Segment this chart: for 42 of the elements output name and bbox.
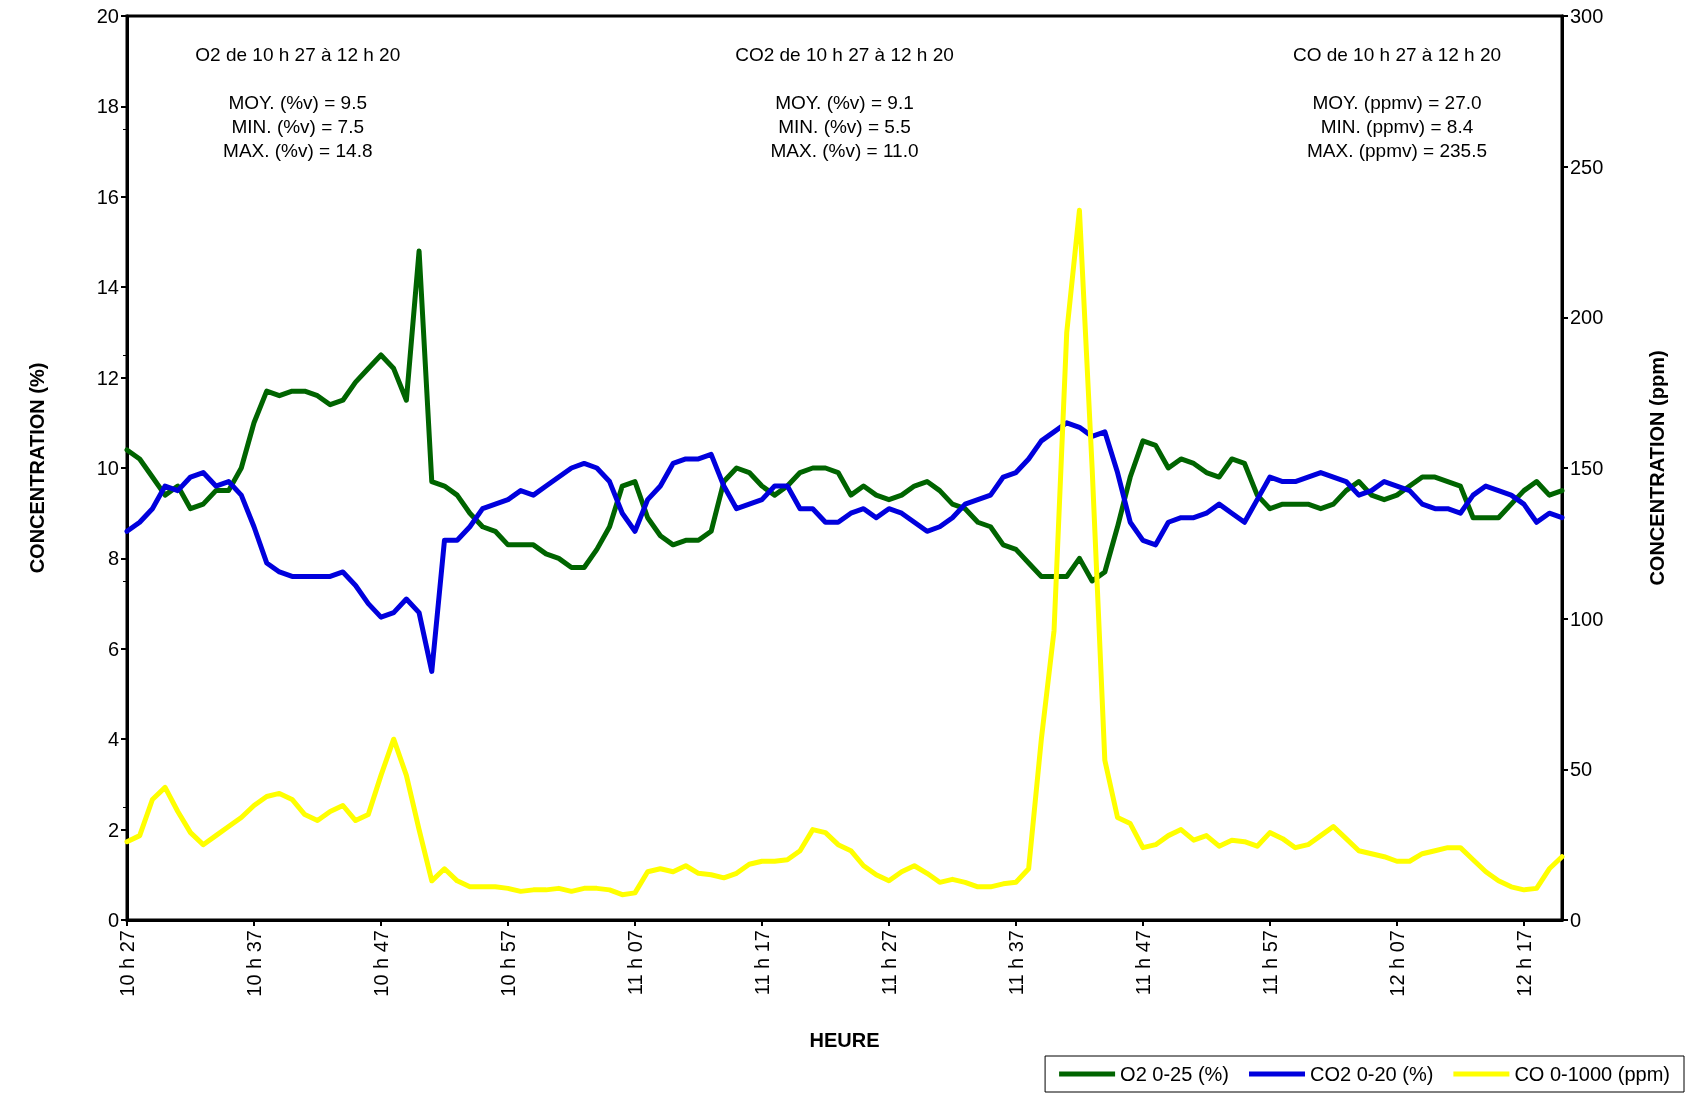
y2-tick-label: 300 <box>1570 5 1604 27</box>
legend-label: CO2 0-20 (%) <box>1310 1063 1434 1085</box>
y2-tick-label: 250 <box>1570 155 1604 178</box>
x-tick-label: 11 h 17 <box>750 930 773 996</box>
y2-tick-label: 200 <box>1570 306 1604 329</box>
y2-tick-label: 150 <box>1570 457 1604 479</box>
x-axis-title: HEURE <box>809 1029 880 1051</box>
x-tick-label: 10 h 27 <box>116 930 138 997</box>
y-tick-label: 16 <box>96 185 119 208</box>
y2-axis-title: CONCENTRATION (ppm) <box>1646 350 1668 586</box>
annotation: CO2 de 10 h 27 à 12 h 20 <box>735 43 954 65</box>
x-tick-label: 11 h 37 <box>1004 930 1027 996</box>
y-tick-label: 12 <box>96 366 119 389</box>
x-tick-label: 11 h 27 <box>877 930 900 996</box>
legend-label: O2 0-25 (%) <box>1120 1063 1230 1085</box>
y-tick-label: 14 <box>96 276 119 299</box>
x-tick-label: 11 h 07 <box>623 930 646 996</box>
y-tick-label: 8 <box>107 547 119 570</box>
x-tick-label: 11 h 57 <box>1258 930 1281 996</box>
y-tick-label: 10 <box>96 457 119 479</box>
y-tick-label: 4 <box>107 728 119 751</box>
annotation: O2 de 10 h 27 à 12 h 20 <box>195 43 401 65</box>
annotation: CO de 10 h 27 à 12 h 20 <box>1292 43 1502 65</box>
x-tick-label: 10 h 57 <box>496 930 519 997</box>
annotation: MOY. (ppmv) = 27.0 MIN. (ppmv) = 8.4 MAX. (ppmv) = 235.5 <box>1306 91 1487 161</box>
y-tick-label: 20 <box>96 5 119 27</box>
y-tick-label: 0 <box>107 909 119 931</box>
legend-label: CO 0-1000 (ppm) <box>1514 1063 1671 1085</box>
y-tick-label: 18 <box>96 95 119 118</box>
x-tick-label: 12 h 07 <box>1385 930 1408 997</box>
x-tick-label: 11 h 47 <box>1131 930 1154 996</box>
x-tick-label: 12 h 17 <box>1512 930 1535 997</box>
y-tick-label: 2 <box>107 818 119 841</box>
y2-tick-label: 100 <box>1570 607 1604 630</box>
y2-tick-label: 0 <box>1570 909 1582 931</box>
x-tick-label: 10 h 37 <box>242 930 265 997</box>
y-tick-label: 6 <box>107 637 119 660</box>
annotation: MOY. (%v) = 9.5 MIN. (%v) = 7.5 MAX. (%v) = 14.8 <box>223 91 373 161</box>
y-axis-title: CONCENTRATION (%) <box>26 362 48 574</box>
y2-tick-label: 50 <box>1570 758 1593 781</box>
annotation: MOY. (%v) = 9.1 MIN. (%v) = 5.5 MAX. (%v) = 11.0 <box>770 91 919 161</box>
x-tick-label: 10 h 47 <box>369 930 392 997</box>
